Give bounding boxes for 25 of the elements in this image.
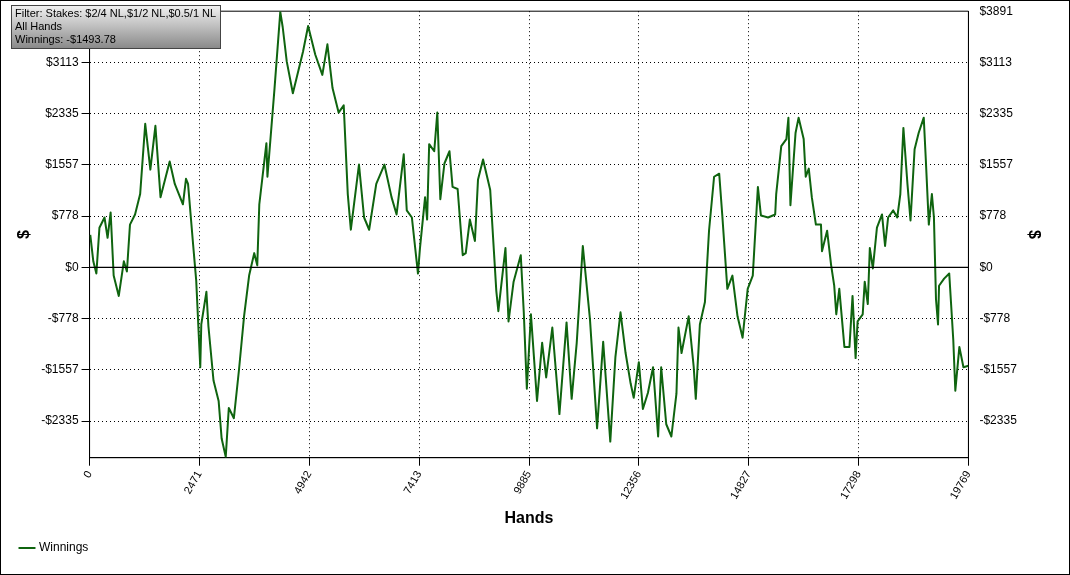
y2-tick-label: $3891 xyxy=(979,3,1014,18)
annotation: Filter: Stakes: $2/4 NL,$1/2 NL,$0.5/1 NL xyxy=(15,7,217,20)
text: All Hands xyxy=(15,20,64,33)
y-tick-label: -$2335 xyxy=(41,413,79,428)
y-axis-title: $ xyxy=(15,229,33,239)
y2-tick-label: -$1557 xyxy=(979,362,1018,377)
y2-axis-title: $ xyxy=(1025,230,1043,239)
y-tick-label: $3113 xyxy=(46,54,79,69)
x-tick-label: 0 xyxy=(80,468,94,480)
y-tick-label: $0 xyxy=(65,259,79,274)
y2-tick-label: $778 xyxy=(979,208,1007,223)
y-tick-label: $1557 xyxy=(45,157,79,172)
y-tick-label: $2335 xyxy=(45,105,79,120)
y2-tick-label: $0 xyxy=(979,259,994,274)
y2-tick-label: $3113 xyxy=(979,54,1013,69)
y-tick-label: $778 xyxy=(51,208,79,223)
y2-tick-label: -$2335 xyxy=(979,413,1018,428)
y-tick-label: -$1557 xyxy=(41,362,79,377)
y2-tick-label: $1557 xyxy=(979,157,1014,172)
x-axis-title: Hands xyxy=(504,508,554,526)
y-tick-label: -$778 xyxy=(47,310,79,325)
y2-tick-label: -$778 xyxy=(979,310,1011,325)
y2-tick-label: $2335 xyxy=(979,105,1014,120)
annotation: Winnings: -$1493.78 xyxy=(15,33,117,46)
legend-label: Winnings xyxy=(39,540,89,555)
